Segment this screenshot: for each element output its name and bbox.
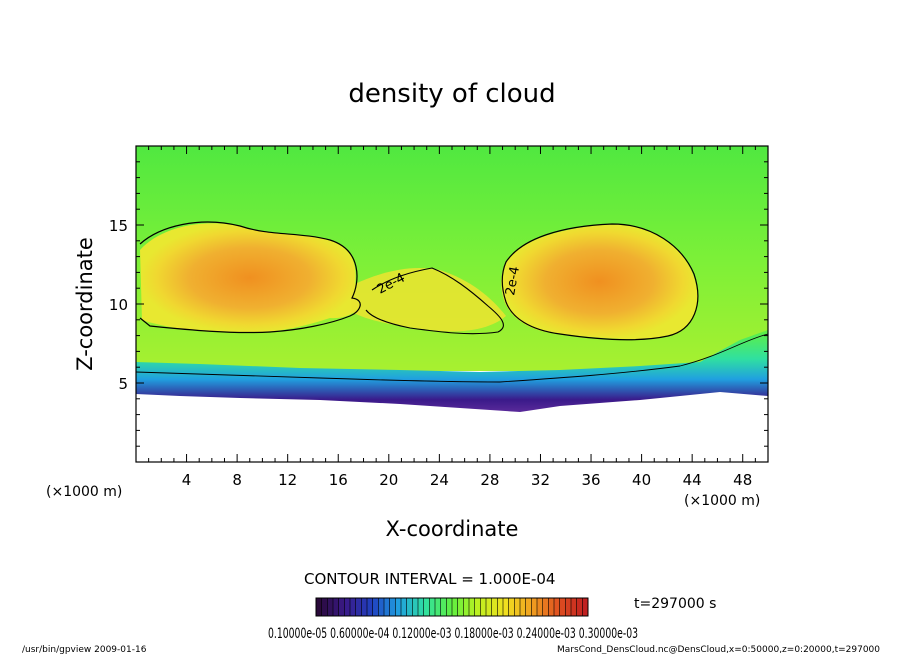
- colorbar-cell: [474, 598, 481, 616]
- colorbar-cell: [395, 598, 402, 616]
- footer-right: MarsCond_DensCloud.nc@DensCloud,x=0:5000…: [557, 645, 880, 654]
- colorbar-cell: [548, 598, 555, 616]
- chart-title: density of cloud: [348, 79, 555, 109]
- contour-line-left: [139, 221, 361, 334]
- lower-band: [136, 330, 768, 412]
- x-tick-label: 12: [278, 471, 297, 489]
- right-cloud-fill: [501, 224, 698, 340]
- colorbar: [315, 598, 589, 616]
- colorbar-cell: [531, 598, 538, 616]
- colorbar-cell: [576, 598, 583, 616]
- x-tick-label: 48: [733, 471, 752, 489]
- colorbar-cell: [327, 598, 334, 616]
- y-tick-label: 10: [109, 296, 128, 314]
- colorbar-cell: [333, 598, 340, 616]
- x-tick-label: 4: [182, 471, 192, 489]
- x-tick-label: 40: [632, 471, 651, 489]
- colorbar-cell: [508, 598, 515, 616]
- colorbar-tick-labels: 0.10000e-05 0.60000e-04 0.12000e-03 0.18…: [268, 626, 638, 642]
- contour-label-right: 2e-4: [503, 265, 523, 296]
- colorbar-cell: [554, 598, 561, 616]
- colorbar-cell: [486, 598, 493, 616]
- colorbar-cell: [344, 598, 351, 616]
- colorbar-cell: [355, 598, 362, 616]
- x-tick-label: 36: [581, 471, 600, 489]
- colorbar-cell: [321, 598, 328, 616]
- colorbar-cell: [480, 598, 487, 616]
- left-cloud-fill: [140, 223, 360, 333]
- x-tick-label: 24: [430, 471, 449, 489]
- colorbar-cell: [440, 598, 447, 616]
- colorbar-cell: [559, 598, 566, 616]
- colorbar-cell: [537, 598, 544, 616]
- x-tick-label: 28: [480, 471, 499, 489]
- x-tick-label: 44: [683, 471, 702, 489]
- colorbar-cell: [406, 598, 413, 616]
- colorbar-cell: [384, 598, 391, 616]
- y-axis-ticks: 5 10 15: [109, 161, 768, 447]
- x-axis-ticks: 4 8 12 16 20 24 28 32 36 40 44 48: [148, 146, 756, 489]
- colorbar-cell: [497, 598, 504, 616]
- x-unit-left: (×1000 m): [46, 484, 122, 500]
- y-tick-label: 15: [109, 217, 128, 235]
- colorbar-cell: [491, 598, 498, 616]
- colorbar-cell: [435, 598, 442, 616]
- colorbar-cell: [525, 598, 532, 616]
- colorbar-cell: [423, 598, 430, 616]
- colorbar-cell: [457, 598, 464, 616]
- colorbar-cell: [571, 598, 578, 616]
- time-label: t=297000 s: [634, 596, 716, 612]
- colorbar-cell: [520, 598, 527, 616]
- colorbar-cell: [514, 598, 521, 616]
- colorbar-cell: [338, 598, 345, 616]
- footer-left: /usr/bin/gpview 2009-01-16: [22, 645, 147, 654]
- colorbar-cell: [412, 598, 419, 616]
- x-tick-label: 32: [531, 471, 550, 489]
- y-axis-label: Z-coordinate: [73, 237, 97, 371]
- plot-area: 2e-4 2e-4: [136, 146, 768, 462]
- contour-interval: CONTOUR INTERVAL = 1.000E-04: [304, 570, 555, 588]
- middle-cloud-fill: [350, 267, 506, 332]
- y-tick-label: 5: [118, 375, 128, 393]
- contour-line-right: [501, 223, 699, 341]
- colorbar-cell: [316, 598, 323, 616]
- colorbar-cell: [350, 598, 357, 616]
- x-unit-right: (×1000 m): [684, 493, 760, 509]
- colorbar-cell: [503, 598, 510, 616]
- colorbar-cell: [452, 598, 459, 616]
- colorbar-cell: [361, 598, 368, 616]
- contour-line-middle: [365, 267, 504, 335]
- x-axis-label: X-coordinate: [386, 517, 519, 541]
- x-tick-label: 8: [232, 471, 242, 489]
- x-tick-label: 16: [329, 471, 348, 489]
- colorbar-cell: [367, 598, 374, 616]
- colorbar-cell: [418, 598, 425, 616]
- colorbar-cell: [378, 598, 385, 616]
- x-tick-label: 20: [379, 471, 398, 489]
- colorbar-cell: [565, 598, 572, 616]
- colorbar-cell: [469, 598, 476, 616]
- colorbar-frame: [315, 597, 589, 617]
- colorbar-cell: [582, 598, 589, 616]
- colorbar-cell: [401, 598, 408, 616]
- colorbar-cell: [389, 598, 396, 616]
- colorbar-cell: [429, 598, 436, 616]
- contour-line-lower: [136, 333, 768, 383]
- colorbar-cell: [463, 598, 470, 616]
- colorbar-cell: [372, 598, 379, 616]
- colorbar-cell: [542, 598, 549, 616]
- colorbar-cell: [446, 598, 453, 616]
